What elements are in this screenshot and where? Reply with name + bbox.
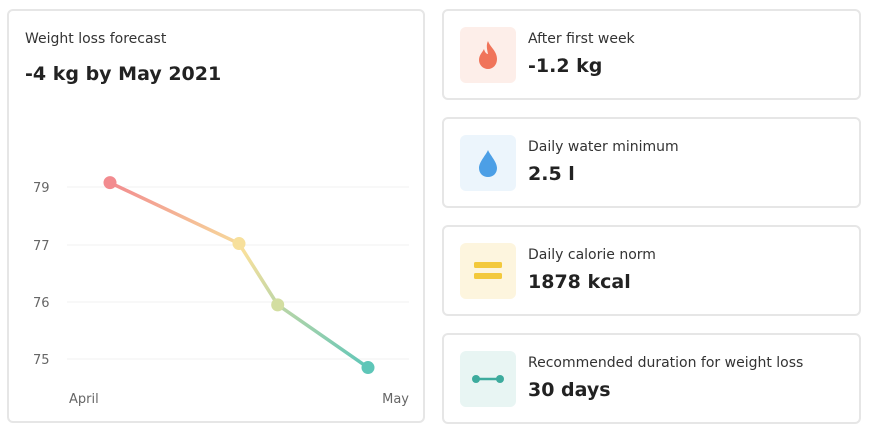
daily-calorie-label: Daily calorie norm: [528, 247, 656, 263]
forecast-label: Weight loss forecast: [25, 31, 167, 47]
forecast-chart: 79 77 76 75 April May: [33, 176, 409, 407]
after-first-week-card: After first week -1.2 kg: [442, 9, 861, 100]
data-point[interactable]: [361, 361, 375, 375]
recommended-duration-card: Recommended duration for weight loss 30 …: [442, 333, 861, 424]
daily-water-label: Daily water minimum: [528, 139, 679, 155]
flame-icon: [479, 41, 497, 69]
duration-icon: [472, 375, 504, 383]
y-tick-label: 79: [33, 181, 50, 196]
after-first-week-value: -1.2 kg: [528, 55, 603, 77]
y-tick-label: 76: [33, 296, 50, 311]
data-point[interactable]: [232, 237, 246, 251]
flame-icon-box: [460, 27, 516, 83]
data-point[interactable]: [271, 298, 285, 312]
recommended-duration-label: Recommended duration for weight loss: [528, 355, 804, 371]
forecast-line: [108, 180, 370, 370]
forecast-value: -4 kg by May 2021: [25, 63, 222, 85]
data-point[interactable]: [103, 176, 117, 190]
daily-calorie-value: 1878 kcal: [528, 271, 631, 293]
calorie-bars-icon: [474, 262, 502, 279]
daily-water-card: Daily water minimum 2.5 l: [442, 117, 861, 208]
calorie-icon-box: [460, 243, 516, 299]
daily-calorie-card: Daily calorie norm 1878 kcal: [442, 225, 861, 316]
recommended-duration-value: 30 days: [528, 379, 611, 401]
x-tick-label: April: [69, 392, 99, 407]
water-drop-icon: [479, 150, 497, 177]
water-icon-box: [460, 135, 516, 191]
after-first-week-label: After first week: [528, 31, 635, 47]
y-tick-label: 77: [33, 239, 50, 254]
duration-icon-box: [460, 351, 516, 407]
daily-water-value: 2.5 l: [528, 163, 575, 185]
forecast-card: 79 77 76 75 April May Weight loss forecast -…: [7, 9, 425, 423]
y-tick-label: 75: [33, 353, 50, 368]
x-tick-label: May: [382, 392, 409, 407]
